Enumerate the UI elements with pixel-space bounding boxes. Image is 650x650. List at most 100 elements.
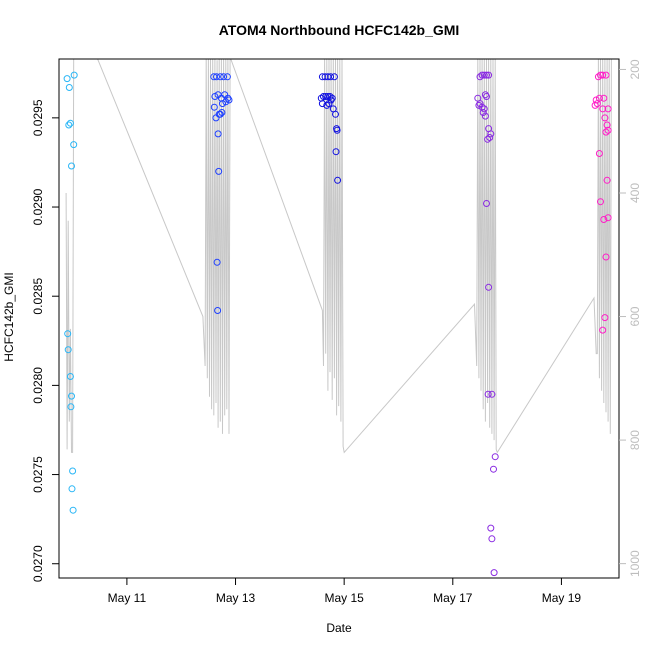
plot-frame	[58, 58, 620, 579]
data-point	[481, 112, 489, 120]
data-point	[599, 326, 607, 334]
data-point	[490, 465, 497, 473]
data-point	[65, 84, 73, 91]
data-point	[476, 100, 484, 108]
data-point	[475, 101, 483, 109]
data-point	[332, 148, 340, 156]
x-tick-label: May 19	[542, 591, 582, 605]
data-point	[594, 73, 602, 81]
y2-tick-label: 600	[628, 306, 642, 326]
data-point	[487, 524, 495, 532]
data-point	[602, 128, 610, 136]
y-tick-label: 0.0285	[31, 278, 45, 315]
data-point	[488, 535, 496, 543]
data-point	[327, 73, 335, 81]
data-point	[64, 330, 72, 338]
data-point	[485, 71, 493, 79]
data-point	[328, 94, 336, 102]
data-point	[480, 105, 488, 113]
data-point	[603, 121, 611, 129]
x-axis-label: Date	[326, 621, 352, 635]
data-point	[223, 73, 231, 81]
data-point	[323, 101, 331, 109]
data-point	[604, 214, 612, 222]
data-point	[218, 109, 226, 116]
data-point	[66, 119, 74, 127]
data-point	[600, 216, 608, 223]
data-point	[219, 100, 226, 108]
data-point	[213, 73, 220, 81]
data-point	[333, 126, 341, 134]
y2-tick-label: 1000	[628, 550, 642, 577]
data-point	[593, 100, 601, 108]
data-point	[318, 100, 326, 108]
data-point	[481, 91, 489, 99]
data-point	[599, 71, 607, 79]
x-tick-label: May 17	[433, 591, 473, 605]
data-point	[224, 94, 232, 102]
data-point	[484, 135, 492, 143]
y-tick-label: 0.0270	[31, 545, 45, 582]
y-tick-label: 0.0275	[31, 456, 45, 493]
data-point	[604, 126, 612, 134]
data-point	[485, 283, 493, 291]
data-point	[491, 453, 499, 461]
data-point	[222, 98, 230, 106]
chart-title: ATOM4 Northbound HCFC142b_GMI	[219, 22, 460, 38]
data-point	[68, 392, 75, 400]
data-point	[214, 130, 222, 138]
data-point	[602, 253, 610, 261]
data-point	[595, 150, 603, 157]
data-point	[602, 71, 610, 79]
data-point	[604, 105, 612, 113]
data-point	[68, 162, 75, 170]
y-tick-label: 0.0290	[31, 188, 45, 225]
data-point	[603, 176, 611, 184]
data-point	[214, 307, 222, 314]
data-point	[483, 200, 490, 207]
data-point	[69, 467, 77, 475]
data-point	[488, 390, 496, 398]
y-tick-label: 0.0295	[31, 99, 45, 136]
y2-tick-label: 200	[628, 59, 642, 79]
data-point	[484, 390, 492, 398]
data-point	[479, 109, 487, 116]
x-tick-label: May 13	[216, 591, 256, 605]
data-point	[334, 176, 342, 184]
data-point	[591, 101, 599, 109]
data-point	[216, 110, 224, 118]
data-point	[220, 73, 228, 81]
data-point	[213, 258, 221, 266]
altitude-line	[65, 59, 612, 454]
x-tick-label: May 15	[324, 591, 364, 605]
data-point	[69, 506, 77, 514]
data-point	[65, 121, 73, 129]
data-point	[215, 167, 223, 175]
data-point	[66, 373, 74, 380]
data-point	[476, 73, 484, 81]
data-point	[63, 75, 71, 83]
data-point	[486, 134, 494, 141]
data-point	[597, 198, 604, 206]
y2-tick-label: 800	[628, 430, 642, 450]
data-point	[326, 93, 334, 100]
data-point	[483, 93, 490, 100]
data-point	[64, 346, 72, 354]
data-point	[70, 141, 78, 149]
data-point	[322, 93, 330, 100]
data-point	[70, 71, 78, 79]
data-point	[480, 71, 488, 79]
data-point	[600, 94, 608, 102]
y-axis-label: HCFC142b_GMI	[2, 272, 16, 361]
data-point	[490, 569, 498, 577]
data-point	[67, 403, 75, 411]
data-point	[601, 114, 609, 122]
data-point	[68, 485, 76, 493]
data-point	[483, 71, 490, 79]
y2-tick-label: 400	[628, 183, 642, 203]
data-point	[601, 314, 609, 322]
data-point	[332, 110, 339, 118]
data-point	[216, 73, 224, 81]
data-point	[327, 96, 335, 104]
